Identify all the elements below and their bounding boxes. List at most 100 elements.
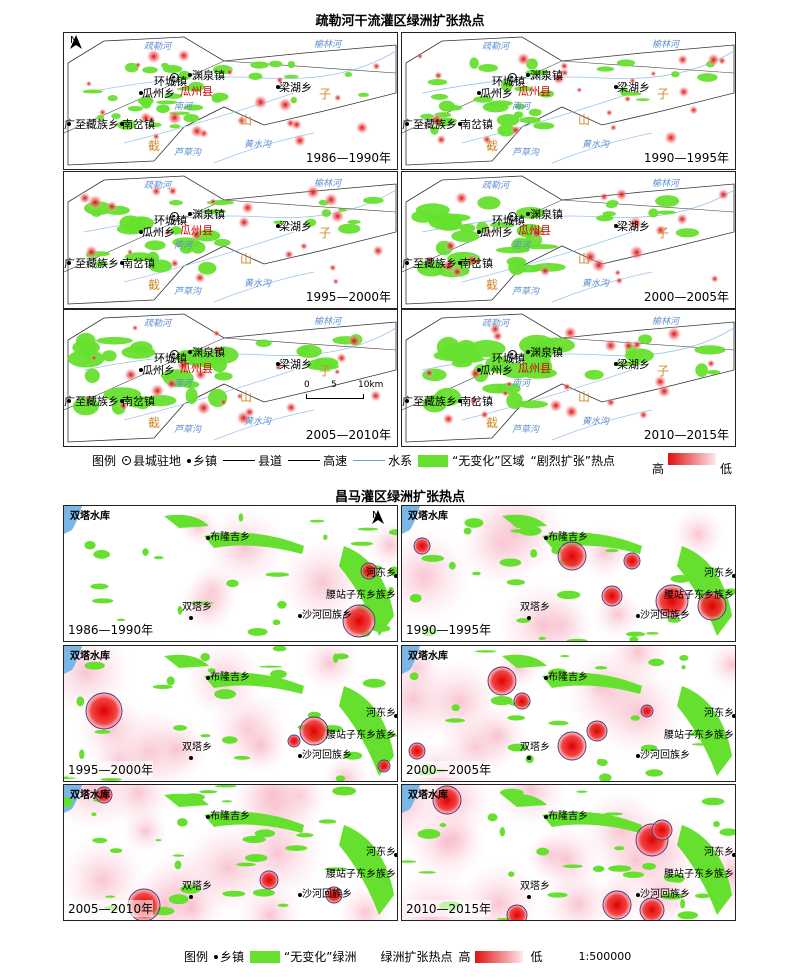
hotspot-mark: [717, 188, 730, 201]
place-label-mountain-1: 截: [148, 278, 161, 292]
hotspot-haze: [145, 717, 209, 781]
oasis-patch: [547, 892, 568, 898]
oasis-patch: [358, 92, 370, 97]
hotspot-mark: [87, 194, 104, 211]
river-label-huangshui: 黄水沟: [244, 279, 272, 289]
oasis-patch: [496, 114, 520, 127]
town-dot-icon: [394, 574, 397, 578]
oasis-patch: [204, 672, 304, 694]
place-label-hedong: 河东乡: [704, 708, 734, 719]
oasis-patch: [168, 894, 189, 905]
oasis-patch: [525, 69, 549, 76]
oasis-patch: [474, 650, 497, 653]
oasis-patch: [185, 387, 198, 404]
hotspot-haze: [64, 834, 149, 920]
bottom-map-svg: [64, 506, 397, 638]
top-title: 疏勒河干流灌区绿洲扩张热点: [315, 14, 485, 29]
hotspot-mark: [372, 244, 385, 257]
oasis-patch: [695, 363, 709, 378]
oasis-patch: [502, 654, 547, 668]
town-dot-icon: [458, 261, 462, 265]
town-dot-icon: [276, 362, 280, 366]
reservoir-label: 双塔水库: [70, 790, 110, 801]
place-label-guangzhi: 广至藏族乡: [64, 118, 119, 131]
oasis-patch: [695, 893, 711, 899]
oasis-patch: [603, 812, 624, 816]
oasis-patch: [156, 100, 178, 105]
oasis-patch: [337, 223, 361, 234]
oasis-patch: [594, 666, 608, 670]
oasis-patch: [121, 345, 156, 359]
green-swatch-icon: [250, 950, 281, 963]
hotspot-mark: [408, 742, 426, 760]
oasis-patch: [679, 654, 689, 661]
oasis-patch: [347, 219, 361, 225]
hotspot-mark: [599, 192, 609, 202]
hotspot-mark: [501, 389, 509, 397]
river-label-lucao: 芦草沟: [512, 287, 540, 297]
county-seat-icon: [170, 212, 179, 221]
highway-line: [64, 337, 397, 411]
oasis-patch: [576, 790, 588, 793]
town-dot-icon: [67, 122, 71, 126]
top-period-label: 2010—2015年: [643, 426, 729, 443]
place-label-bulongji: 布隆吉乡: [210, 811, 250, 822]
town-dot-icon: [206, 676, 210, 680]
hotspot-mark: [213, 345, 224, 356]
oasis-patch: [661, 893, 684, 900]
oasis-patch: [202, 209, 227, 214]
oasis-patch: [174, 860, 182, 870]
place-label-mountain-3: 子: [319, 226, 332, 240]
place-label-hedong: 河东乡: [366, 568, 396, 579]
oasis-patch: [277, 600, 287, 609]
county-seat-icon: [508, 350, 517, 359]
place-label-guazhou-town: 瓜州乡: [142, 87, 175, 100]
hotspot-mark: [605, 109, 613, 117]
oasis-patch: [335, 775, 346, 781]
oasis-patch: [76, 696, 85, 707]
hotspot-mark: [347, 334, 362, 348]
reservoir-label: 双塔水库: [408, 790, 448, 801]
bottom-map-panel: 双塔水库 布隆吉乡 双塔乡 腰站子东乡族乡 沙河回族乡 河东乡 2010—2015年: [401, 784, 736, 921]
oasis-patch: [142, 548, 149, 556]
place-label-shuangta: 双塔乡: [182, 881, 212, 892]
town-dot-icon: [527, 895, 531, 899]
hotspot-mark: [628, 215, 643, 231]
top-map-svg: [402, 175, 735, 305]
river-label-huangshui: 黄水沟: [582, 279, 610, 289]
oasis-patch: [254, 829, 276, 838]
hotspot-mark: [605, 397, 616, 408]
hotspot-mark: [325, 886, 343, 904]
legend-high: 高: [652, 462, 665, 476]
hotspot-haze: [203, 506, 287, 589]
place-label-hedong: 河东乡: [704, 568, 734, 579]
legend-unchanged: “无变化”区域: [418, 452, 525, 469]
oasis-patch: [451, 704, 460, 712]
town-dot-icon: [544, 676, 548, 680]
place-label-mountain-2: 山: [240, 252, 253, 266]
county-seat-icon: [170, 350, 179, 359]
bottom-period-label: 2000—2005年: [406, 761, 492, 778]
hotspot-mark: [539, 265, 551, 277]
reservoir-water: [64, 646, 82, 674]
town-dot-icon: [214, 954, 219, 959]
oasis-patch: [296, 833, 314, 838]
hotspot-mark: [433, 71, 443, 81]
hotspot-mark: [167, 185, 178, 196]
river-label-lucao: 芦草沟: [174, 148, 202, 158]
oasis-patch: [92, 598, 114, 604]
hotspot-mark: [209, 197, 217, 205]
hotspot-mark: [710, 274, 719, 284]
hotspot-mark: [615, 276, 624, 285]
oasis-patch: [620, 91, 642, 96]
legend-water: 水系: [353, 452, 412, 469]
place-label-shahe: 沙河回族乡: [640, 889, 690, 900]
hotspot-mark: [623, 552, 641, 570]
town-dot-icon: [139, 91, 143, 95]
oasis-patch: [96, 336, 133, 345]
place-label-yaozhan: 腰站子东乡族乡: [664, 869, 734, 880]
oasis-patch: [90, 583, 109, 590]
oasis-patch: [435, 219, 463, 231]
place-label-shahe: 沙河回族乡: [640, 750, 690, 761]
green-swatch-icon: [418, 454, 449, 467]
